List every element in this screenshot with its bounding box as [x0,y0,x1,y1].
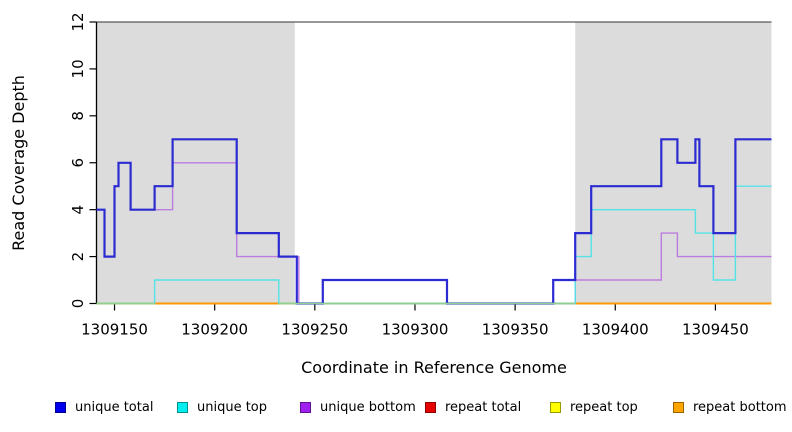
y-axis-title: Read Coverage Depth [9,75,28,251]
x-tick-label: 1309350 [482,321,549,339]
repeat-region-right [575,22,772,304]
y-tick-label: 0 [69,299,87,309]
y-tick-label: 6 [69,158,87,168]
series-layer [96,138,772,305]
y-tick-label: 10 [69,59,87,78]
axis-layer: 1309150 1309200 1309250 1309300 1309350 13094… [69,12,772,339]
series-line-unique-total [96,138,772,305]
x-axis-title: Coordinate in Reference Genome [301,358,567,377]
y-tick-label: 2 [69,252,87,262]
x-tick-label: 1309300 [382,321,449,339]
x-tick-label: 1309200 [181,321,248,339]
x-tick-label: 1309250 [281,321,348,339]
x-tick-label: 1309150 [81,321,148,339]
x-tick-label: 1309400 [582,321,649,339]
y-tick-label: 4 [69,205,87,215]
y-tick-label: 8 [69,111,87,121]
x-tick-label: 1309450 [682,321,749,339]
shaded-regions-layer [96,22,772,304]
y-tick-label: 12 [69,12,87,31]
